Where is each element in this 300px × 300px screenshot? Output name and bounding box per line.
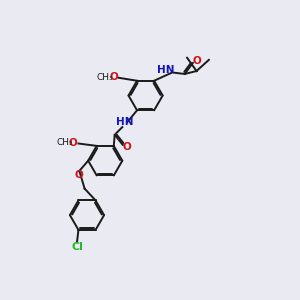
Text: O: O bbox=[109, 72, 118, 82]
Text: CH₃: CH₃ bbox=[96, 73, 113, 82]
Text: O: O bbox=[192, 56, 201, 66]
Text: HN: HN bbox=[157, 65, 175, 75]
Text: CH₃: CH₃ bbox=[56, 138, 73, 147]
Text: Cl: Cl bbox=[71, 242, 83, 252]
Text: O: O bbox=[74, 170, 83, 180]
Text: O: O bbox=[69, 138, 77, 148]
Text: HN: HN bbox=[116, 117, 133, 127]
Text: O: O bbox=[122, 142, 131, 152]
